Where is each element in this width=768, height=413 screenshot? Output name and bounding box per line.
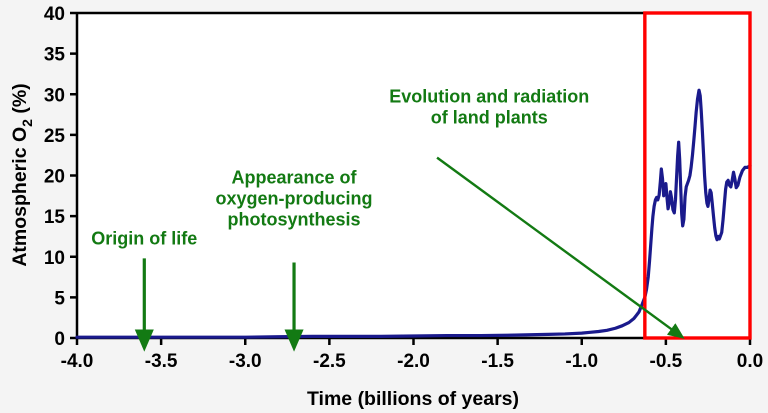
annotation-label: Origin of life [91, 229, 197, 249]
y-tick-label: 35 [44, 45, 66, 66]
annotation-line: Origin of life [91, 229, 197, 249]
y-axis-title-post: (%) [9, 83, 31, 119]
oxygen-curve [75, 88, 752, 339]
y-tick-label: 15 [44, 207, 66, 228]
y-axis-ticks: 0 5 10 15 20 25 30 35 40 [44, 4, 77, 350]
annotation-line: Appearance of [232, 168, 358, 188]
annotations-layer: Origin of life Appearance of oxygen-produc… [91, 86, 685, 352]
x-axis-title: Time (billions of years) [307, 388, 519, 410]
annotation-line: Evolution and radiation [389, 86, 589, 106]
annotation-land-plants: Evolution and radiation of land plants [389, 86, 685, 339]
x-tick-label: -2.5 [313, 351, 346, 372]
annotation-line: of land plants [431, 107, 548, 127]
x-tick-label: -1.5 [481, 351, 514, 372]
y-tick-label: 20 [44, 167, 65, 188]
y-tick-label: 40 [44, 4, 65, 25]
annotation-line: photosynthesis [228, 210, 361, 230]
x-tick-label: -4.0 [61, 351, 94, 372]
x-tick-label: -3.5 [145, 351, 178, 372]
annotation-label: Appearance of oxygen-producing photosynthe… [216, 168, 373, 230]
plot-area-background [77, 13, 750, 338]
y-tick-label: 10 [44, 248, 65, 269]
x-axis-ticks: -4.0 -3.5 -3.0 -2.5 -2.0 -1.5 -1.0 -0.5 0.0 [61, 338, 763, 372]
svg-text:Atmospheric O2 (%): Atmospheric O2 (%) [9, 83, 35, 266]
annotation-origin-of-life: Origin of life [91, 229, 197, 352]
x-tick-label: -0.5 [650, 351, 683, 372]
y-tick-label: 30 [44, 85, 65, 106]
annotation-arrow-icon [436, 156, 685, 339]
y-tick-label: 5 [54, 288, 65, 309]
y-axis-title-pre: Atmospheric O [9, 127, 31, 267]
x-tick-label: -3.0 [229, 351, 262, 372]
x-tick-label: -2.0 [397, 351, 430, 372]
phanerozoic-highlight-box [643, 11, 752, 340]
annotation-label: Evolution and radiation of land plants [389, 86, 589, 127]
y-tick-label: 25 [44, 126, 66, 147]
annotation-line: oxygen-producing [216, 189, 373, 209]
annotation-oxygen-photosynthesis: Appearance of oxygen-producing photosynthe… [216, 168, 373, 352]
y-tick-label: 0 [54, 329, 65, 350]
y-axis-title: Atmospheric O2 (%) [9, 83, 35, 266]
x-tick-label: -1.0 [565, 351, 598, 372]
x-tick-label: 0.0 [737, 351, 763, 372]
y-axis-title-subscript: 2 [19, 119, 35, 127]
